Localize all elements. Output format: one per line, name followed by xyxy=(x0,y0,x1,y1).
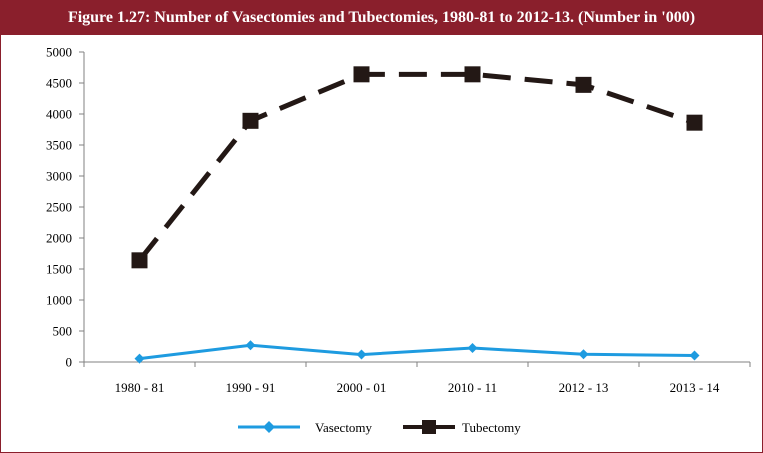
vasectomy-point xyxy=(134,353,145,364)
y-tick-label: 2500 xyxy=(46,200,72,215)
y-tick-label: 3000 xyxy=(46,169,72,184)
vasectomy-point xyxy=(245,340,256,351)
tubectomy-point xyxy=(131,252,148,269)
y-tick-label: 1000 xyxy=(46,293,72,308)
legend-tubectomy-label: Tubectomy xyxy=(462,420,521,435)
x-tick-label: 2000 - 01 xyxy=(337,380,387,395)
x-tick-label: 2012 - 13 xyxy=(559,380,609,395)
tubectomy-series-line xyxy=(137,71,696,262)
y-tick-label: 500 xyxy=(53,324,73,339)
x-tick-label: 1980 - 81 xyxy=(115,380,165,395)
tubectomy-point xyxy=(242,112,259,129)
tubectomy-point xyxy=(464,66,481,83)
y-tick-label: 1500 xyxy=(46,262,72,277)
vasectomy-point xyxy=(578,349,589,360)
vasectomy-point xyxy=(356,349,367,360)
x-tick-label: 2013 - 14 xyxy=(670,380,720,395)
legend-vasectomy-label: Vasectomy xyxy=(315,420,373,435)
vasectomy-series-line xyxy=(139,343,695,361)
vasectomy-point xyxy=(689,350,700,361)
y-tick-label: 0 xyxy=(66,355,73,370)
y-tick-label: 5000 xyxy=(46,45,72,60)
vasectomy-point xyxy=(467,343,478,354)
y-tick-label: 3500 xyxy=(46,138,72,153)
tubectomy-point xyxy=(353,66,370,83)
y-tick-label: 2000 xyxy=(46,231,72,246)
x-tick-label: 2010 - 11 xyxy=(448,380,497,395)
tubectomy-point xyxy=(575,76,592,93)
y-tick-label: 4500 xyxy=(46,76,72,91)
y-tick-label: 4000 xyxy=(46,107,72,122)
legend-tubectomy-marker xyxy=(422,420,436,434)
tubectomy-point xyxy=(686,114,703,131)
chart-title: Figure 1.27: Number of Vasectomies and T… xyxy=(1,1,762,35)
x-tick-label: 1990 - 91 xyxy=(226,380,276,395)
legend-vasectomy-marker xyxy=(263,421,275,433)
